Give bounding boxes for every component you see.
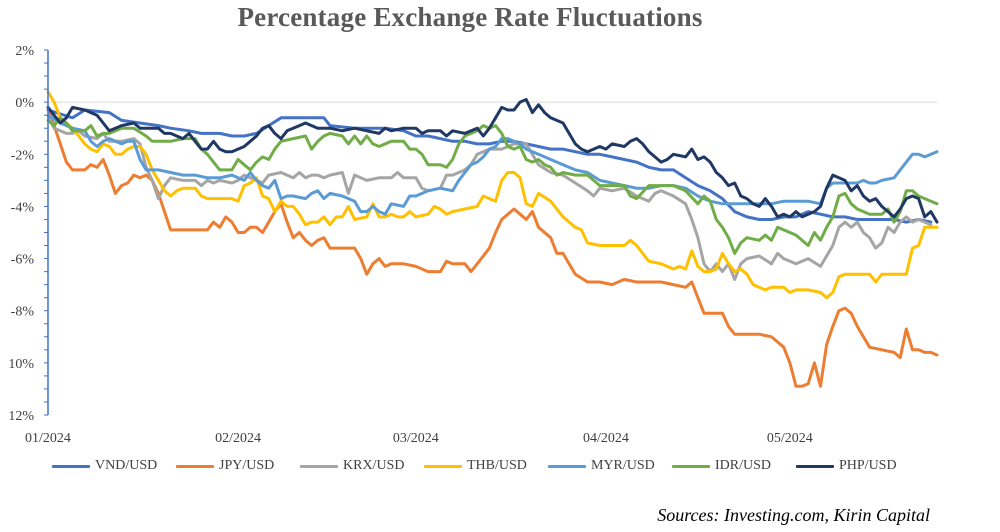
- legend-swatch: [300, 464, 338, 468]
- y-tick-label: 0%: [15, 96, 34, 111]
- legend-swatch: [548, 464, 586, 468]
- legend-item-vnd-usd: VND/USD: [52, 458, 157, 474]
- legend-label: KRX/USD: [343, 458, 405, 473]
- y-tick-label: -2%: [11, 148, 35, 163]
- y-tick-label-group: 2% 0% -2% -4% -6% -8% 10% 12%: [8, 44, 34, 424]
- chart-title: Percentage Exchange Rate Fluctuations: [237, 2, 703, 32]
- legend-label: PHP/USD: [839, 458, 897, 473]
- axis-group: [44, 49, 49, 416]
- legend-label: IDR/USD: [715, 458, 772, 473]
- source-note: Sources: Investing.com, Kirin Capital: [657, 505, 930, 525]
- x-tick-label: 04/2024: [583, 431, 629, 446]
- legend-item-php-usd: PHP/USD: [796, 458, 897, 474]
- series-line-myr-usd: [46, 113, 939, 216]
- y-tick-label: 10%: [8, 357, 34, 372]
- y-tick-label: -4%: [11, 200, 35, 215]
- legend-label: MYR/USD: [591, 458, 655, 473]
- legend-item-thb-usd: THB/USD: [424, 458, 527, 474]
- legend-label: THB/USD: [467, 458, 527, 473]
- series-group: [46, 90, 939, 388]
- legend-swatch: [176, 464, 214, 468]
- x-tick-label: 05/2024: [767, 431, 813, 446]
- legend-item-idr-usd: IDR/USD: [672, 458, 771, 474]
- legend-item-myr-usd: MYR/USD: [548, 458, 655, 474]
- x-tick-label: 01/2024: [25, 431, 71, 446]
- y-tick-label: 2%: [15, 44, 34, 59]
- legend-swatch: [52, 464, 90, 468]
- y-tick-label: -6%: [11, 253, 35, 268]
- y-tick-label: 12%: [8, 409, 34, 424]
- series-line-idr-usd: [46, 116, 939, 255]
- legend-swatch: [672, 464, 710, 468]
- legend-label: JPY/USD: [219, 458, 275, 473]
- legend: VND/USD JPY/USD KRX/USD THB/USD MYR/USD IDR/U…: [52, 458, 932, 478]
- legend-item-jpy-usd: JPY/USD: [176, 458, 274, 474]
- legend-swatch: [796, 464, 834, 468]
- y-tick-label: -8%: [11, 305, 35, 320]
- x-tick-label-group: 01/2024 02/2024 03/2024 04/2024 05/2024: [25, 431, 813, 446]
- x-tick-label: 02/2024: [215, 431, 261, 446]
- legend-item-krx-usd: KRX/USD: [300, 458, 404, 474]
- legend-swatch: [424, 464, 462, 468]
- x-tick-label: 03/2024: [393, 431, 439, 446]
- series-line-jpy-usd: [46, 105, 939, 388]
- series-line-thb-usd: [46, 90, 939, 300]
- series-line-php-usd: [46, 98, 939, 224]
- legend-label: VND/USD: [95, 458, 158, 473]
